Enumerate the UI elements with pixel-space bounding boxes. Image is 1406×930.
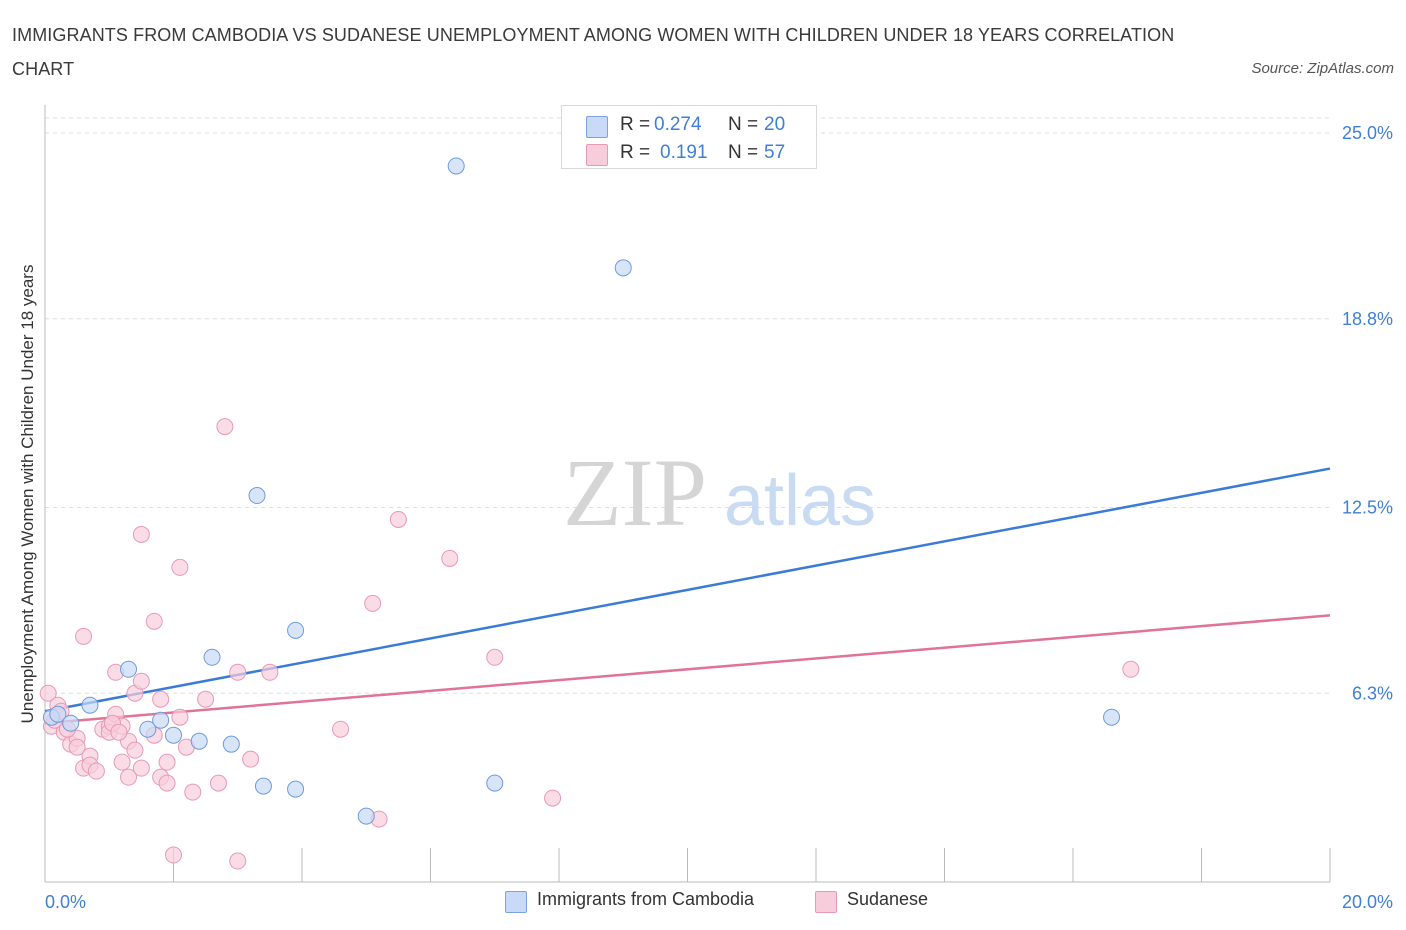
n-label: N = [728,142,759,163]
y-tick-label: 18.8% [1342,309,1393,329]
trend-lines [44,467,1331,725]
n-value: 57 [764,142,786,163]
cambodia-point [222,735,240,753]
cambodia-point [287,780,305,798]
correlation-legend: R = 0.274 N = 20 R = 0.191 N = 57 [561,105,817,169]
cambodia-point [49,705,67,723]
grid-lines [45,117,1330,694]
legend-label: Sudanese [847,889,929,909]
sudanese-point [209,774,227,792]
cambodia-point [614,259,632,277]
r-value: 0.274 [654,114,702,135]
sudanese-point [197,690,215,708]
cambodia-point [62,714,80,732]
axes [44,105,1331,883]
sudanese-point [242,750,260,768]
legend-row-cambodia: R = 0.274 N = 20 [586,114,806,138]
sudanese-point [486,648,504,666]
cambodia-swatch [586,116,608,138]
y-tick-label: 12.5% [1342,498,1393,518]
sudanese-point [87,762,105,780]
cambodia-point [248,487,266,505]
sudanese-point [389,510,407,528]
cambodia-point [120,660,138,678]
cambodia-point [190,732,208,750]
sudanese-point [261,663,279,681]
sudanese-point [171,558,189,576]
sudanese-point [332,720,350,738]
x-tick-label-max: 20.0% [1342,892,1393,912]
cambodia-point [486,774,504,792]
sudanese-point [364,594,382,612]
sudanese-point [441,549,459,567]
cambodia-point [254,777,272,795]
sudanese-point [544,789,562,807]
cambodia-point [139,720,157,738]
cambodia-point [1103,708,1121,726]
r-label: R = [620,142,651,163]
sudanese-point [126,741,144,759]
sudanese-point [39,684,57,702]
cambodia-point [165,726,182,744]
x-tick-label-min: 0.0% [45,892,86,912]
sudanese-swatch [815,891,837,913]
source-label: Source: ZipAtlas.com [1251,60,1394,77]
cambodia-point [447,157,465,175]
sudanese-point [113,753,131,771]
sudanese-point [229,852,247,870]
cambodia-swatch [505,891,527,913]
sudanese-point [68,738,86,756]
sudanese-point [110,723,128,741]
cambodia-point [357,807,375,825]
r-label: R = [620,114,651,135]
sudanese-point [132,759,150,777]
watermark: ZIP atlas [563,439,876,546]
sudanese-point [1122,660,1140,678]
cambodia-trend-line [44,467,1331,713]
y-tick-label: 25.0% [1342,123,1393,143]
sudanese-point [229,663,247,681]
legend-label: Immigrants from Cambodia [537,889,755,909]
cambodia-point [81,696,99,714]
sudanese-trend-line [44,614,1331,725]
sudanese-point [165,846,182,864]
cambodia-point [287,621,305,639]
sudanese-point [132,525,150,543]
sudanese-point [158,753,176,771]
sudanese-point [158,774,176,792]
data-points [39,157,1140,870]
legend-row-sudanese: R = 0.191 N = 57 [586,142,806,166]
sudanese-point [145,612,163,630]
sudanese-point [184,783,202,801]
sudanese-point [171,708,189,726]
sudanese-point [216,418,234,436]
sudanese-point [120,768,138,786]
tick-labels: 6.3% 12.5% 18.8% 25.0% 0.0% 20.0% [45,123,1393,912]
n-value: 20 [764,114,786,135]
watermark-zip: ZIP [563,439,707,546]
sudanese-point [132,672,150,690]
sudanese-point [75,627,93,645]
sudanese-point [152,690,170,708]
watermark-atlas: atlas [724,461,876,541]
n-label: N = [728,114,759,135]
cambodia-point [152,711,170,729]
y-axis-label: Unemployment Among Women with Children U… [18,264,37,724]
chart-title: IMMIGRANTS FROM CAMBODIA VS SUDANESE UNE… [12,25,1175,79]
r-value: 0.191 [660,142,708,163]
cambodia-point [203,648,221,666]
y-tick-label: 6.3% [1352,683,1393,703]
sudanese-swatch [586,144,608,166]
